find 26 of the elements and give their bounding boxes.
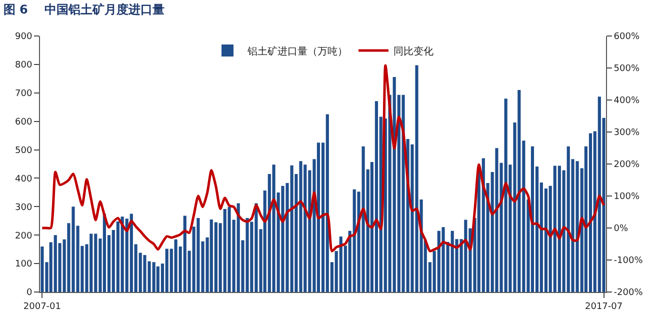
y2-tick-label: 400% bbox=[614, 96, 640, 106]
y2-tick-label: 200% bbox=[614, 160, 640, 170]
line-series bbox=[40, 64, 606, 252]
y2-tick-label: -100% bbox=[614, 256, 644, 266]
y2-tick-label: -200% bbox=[614, 288, 644, 298]
legend-label: 铝土矿进口量（万吨） bbox=[246, 45, 348, 58]
y-tick-label: 400 bbox=[15, 174, 32, 184]
y-tick-label: 800 bbox=[15, 60, 32, 71]
y2-tick-label: 300% bbox=[614, 128, 640, 138]
bar bbox=[588, 133, 592, 292]
y-tick-label: 900 bbox=[15, 32, 32, 42]
y2-tick-label: 600% bbox=[614, 32, 640, 42]
x-tick-label: 2007-01 bbox=[23, 302, 62, 312]
y-tick-label: 300 bbox=[15, 202, 32, 213]
x-tick-label: 2017-07 bbox=[584, 302, 623, 312]
y-tick-label: 700 bbox=[15, 89, 32, 100]
y-tick-label: 500 bbox=[15, 146, 32, 156]
y-tick-label: 100 bbox=[15, 260, 32, 270]
y-tick-label: 200 bbox=[15, 231, 32, 242]
chart-title: 图 6 中国铝土矿月度进口量 bbox=[3, 2, 165, 16]
y2-tick-label: 0% bbox=[614, 224, 629, 234]
y-tick-label: 600 bbox=[15, 117, 32, 128]
legend-label: 同比变化 bbox=[394, 45, 434, 58]
y-tick-label: 0 bbox=[26, 288, 32, 298]
y2-tick-label: 100% bbox=[614, 192, 640, 202]
y2-tick-label: 500% bbox=[614, 64, 640, 74]
